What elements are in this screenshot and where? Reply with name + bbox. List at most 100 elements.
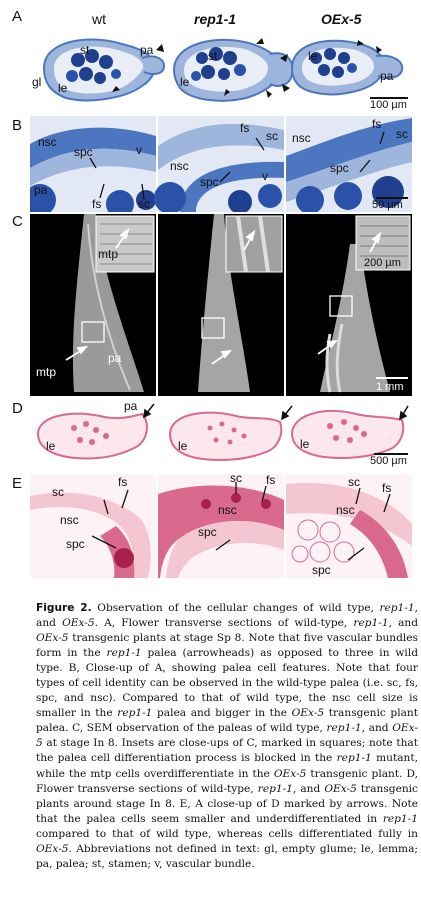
panel-c-rep1-1-inset xyxy=(225,215,283,273)
label-e-sc-wt: sc xyxy=(52,485,64,499)
panel-b-labels: nsc spc v pa fs sc fs sc nsc spc v fs sc… xyxy=(34,117,408,211)
caption-text-run: transgenic plants at stage Sp 8. Note th… xyxy=(36,632,418,660)
label-e-fs-wt: fs xyxy=(118,475,127,489)
panel-a-micrographs: st pa gl le st le le pa 100 µm xyxy=(30,28,412,110)
label-e-fs-oex-5: fs xyxy=(382,481,391,495)
panel-label-c: C xyxy=(12,213,23,230)
label-b-sc-rep1-1: sc xyxy=(266,129,278,143)
label-b-fs-wt: fs xyxy=(92,197,101,211)
label-b-sc-wt: sc xyxy=(138,197,150,211)
panel-a-rep1-1-section xyxy=(172,38,294,102)
panel-c-rep1-1-palea xyxy=(198,214,250,392)
column-title-wt: wt xyxy=(92,11,106,27)
label-b-nsc-wt: nsc xyxy=(38,135,57,149)
caption-italic-run: rep1-1 xyxy=(326,722,362,735)
scale-a: 100 µm xyxy=(370,99,407,110)
caption-text-run: , and xyxy=(361,722,393,735)
caption-italic-run: rep1-1 xyxy=(336,752,372,765)
label-e-nsc-oex-5: nsc xyxy=(336,503,355,517)
caption-italic-run: OEx-5 xyxy=(36,632,69,645)
caption-text-run: transgenic plants around stage In 8. E, … xyxy=(36,782,418,825)
caption-italic-run: rep1-1 xyxy=(382,812,418,825)
caption-italic-run: OEx-5 xyxy=(291,707,325,720)
caption-italic-run: OEx-5 xyxy=(324,782,357,795)
label-e-spc-rep1-1: spc xyxy=(198,525,217,539)
caption-text-run: , and xyxy=(388,617,419,630)
label-a-gl: gl xyxy=(32,75,41,89)
caption-text-run: palea (arrowheads) as opposed to three i… xyxy=(36,647,418,720)
panel-e-rep1-1 xyxy=(158,485,284,578)
panel-d-wt xyxy=(36,412,148,460)
caption-text-run: . A, Flower transverse sections of wild-… xyxy=(94,617,354,630)
caption-text-run: palea and bigger in the xyxy=(152,707,292,720)
label-e-sc-oex-5: sc xyxy=(348,475,360,489)
caption-text-run: , and xyxy=(292,782,325,795)
label-b-fs-rep1-1: fs xyxy=(240,121,249,135)
label-c-mtp-inset: mtp xyxy=(98,247,118,261)
caption-italic-run: OEx-5 xyxy=(62,617,95,630)
panel-d-rep1-1 xyxy=(168,411,283,461)
label-b-spc-wt: spc xyxy=(74,145,93,159)
label-e-fs-rep1-1: fs xyxy=(266,474,275,487)
panel-c-labels: mtp mtp pa 200 µm 1 mm xyxy=(36,247,404,393)
label-b-nsc-oex-5: nsc xyxy=(292,131,311,145)
panel-e-sections: sc fs nsc spc sc fs nsc spc sc fs nsc sp… xyxy=(30,474,412,578)
label-e-nsc-wt: nsc xyxy=(60,513,79,527)
panel-d-oex-5 xyxy=(290,410,405,459)
scale-c-inset: 200 µm xyxy=(364,257,401,269)
label-b-spc-oex-5: spc xyxy=(330,161,349,175)
label-c-pa: pa xyxy=(108,351,122,365)
label-a-le-wt: le xyxy=(58,81,68,95)
column-title-rep1-1: rep1-1 xyxy=(194,11,237,27)
caption-italic-run: OEx-5 xyxy=(36,722,418,750)
panel-c-sem: mtp mtp pa 200 µm 1 mm xyxy=(30,214,412,396)
panel-b-micrographs: nsc spc v pa fs sc fs sc nsc spc v fs sc… xyxy=(30,116,412,212)
panel-b-rep1-1 xyxy=(154,123,284,212)
caption-text-run: Observation of the cellular changes of w… xyxy=(91,602,380,614)
label-b-sc-oex-5: sc xyxy=(396,127,408,141)
caption-italic-run: OEx-5 xyxy=(36,842,69,855)
panel-label-a: A xyxy=(12,8,23,25)
label-a-st-rep1-1: st xyxy=(208,49,218,63)
label-e-sc-rep1-1: sc xyxy=(230,474,242,485)
column-title-oex-5: OEx-5 xyxy=(321,11,362,27)
panel-a-labels: st pa gl le st le le pa 100 µm xyxy=(32,43,407,110)
caption-text-run: transgenic plant. D, Flower transverse s… xyxy=(36,767,418,795)
panel-d-sections: pa le le le 500 µm xyxy=(30,398,412,470)
panel-c-arrows xyxy=(65,227,382,365)
label-d-pa: pa xyxy=(124,399,138,413)
caption-italic-run: rep1-1 xyxy=(353,617,389,630)
scale-d: 500 µm xyxy=(370,455,407,467)
panel-a-arrowheads xyxy=(112,38,382,98)
caption-italic-run: OEx-5 xyxy=(273,767,307,780)
caption-italic-run: rep1-1 xyxy=(106,647,142,660)
panel-b-arrows xyxy=(89,131,385,201)
label-a-pa-wt: pa xyxy=(140,43,154,57)
figure-caption: Figure 2. Observation of the cellular ch… xyxy=(36,601,418,872)
caption-body: Observation of the cellular changes of w… xyxy=(36,602,418,870)
caption-text-run: compared to that of wild type, whereas c… xyxy=(36,827,418,840)
scale-b: 50 µm xyxy=(372,199,403,211)
label-a-st-wt: st xyxy=(80,43,90,57)
panel-a-wt-section xyxy=(42,38,166,102)
label-c-mtp: mtp xyxy=(36,365,56,379)
label-b-v-rep1-1: v xyxy=(262,169,268,183)
caption-text-run: at stage In 8. Insets are close-ups of C… xyxy=(36,737,418,765)
scale-c: 1 mm xyxy=(376,381,404,393)
label-e-nsc-rep1-1: nsc xyxy=(218,503,237,517)
label-b-fs-oex-5: fs xyxy=(372,117,381,131)
panel-label-b: B xyxy=(12,117,23,134)
panel-d-arrows xyxy=(143,403,409,421)
panel-d-labels: pa le le le 500 µm xyxy=(46,399,407,467)
caption-text-run: transgenic plant palea. C, SEM observati… xyxy=(36,707,418,735)
label-d-le-oex-5: le xyxy=(300,437,310,451)
label-a-pa-oex-5: pa xyxy=(380,69,394,83)
label-a-le-oex-5: le xyxy=(308,49,318,63)
panel-e-labels: sc fs nsc spc sc fs nsc spc sc fs nsc sp… xyxy=(52,474,391,577)
panel-label-e: E xyxy=(12,475,23,492)
label-b-spc-rep1-1: spc xyxy=(200,175,219,189)
panel-e-oex-5 xyxy=(286,483,412,578)
caption-title: Figure 2. xyxy=(36,602,92,614)
panel-a-oex-5-section xyxy=(290,39,404,96)
label-b-v-wt: v xyxy=(136,143,142,157)
